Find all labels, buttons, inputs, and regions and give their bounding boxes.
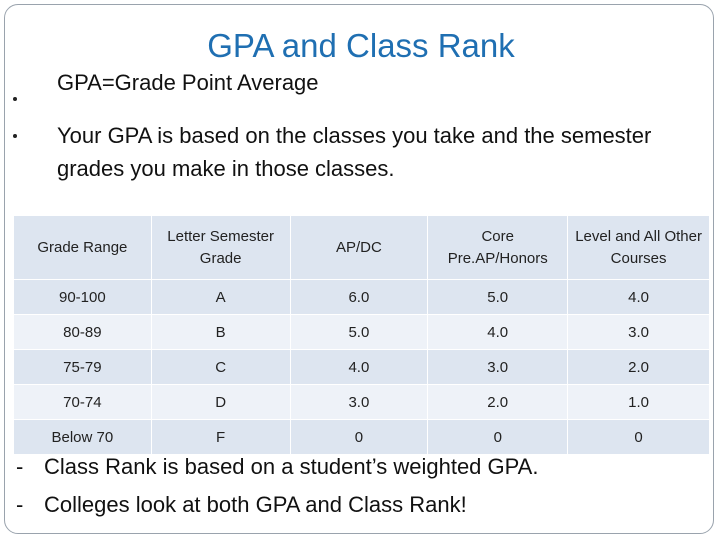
footer-line: - Colleges look at both GPA and Class Ran… — [16, 490, 706, 520]
table-cell: 5.0 — [289, 314, 429, 350]
table-cell: F — [150, 419, 291, 455]
table-header-row: Grade Range Letter Semester Grade AP/DC … — [13, 215, 710, 280]
table-cell: 6.0 — [289, 279, 429, 315]
table-row: Below 70 F 0 0 0 — [13, 419, 710, 455]
header-letter-grade: Letter Semester Grade — [150, 215, 291, 280]
table-cell: 4.0 — [567, 279, 710, 315]
table-cell: Below 70 — [13, 419, 152, 455]
table-cell: C — [150, 349, 291, 385]
header-level-other: Level and All Other Courses — [567, 215, 710, 280]
footer-dash: - — [16, 454, 24, 479]
footer-line: - Class Rank is based on a student’s weig… — [16, 452, 706, 482]
table-cell: 0 — [289, 419, 429, 455]
table-cell: 1.0 — [567, 384, 710, 420]
table-cell: 3.0 — [427, 349, 569, 385]
table-cell: 90-100 — [13, 279, 152, 315]
table-row: 80-89 B 5.0 4.0 3.0 — [13, 314, 710, 350]
table-cell: 5.0 — [427, 279, 569, 315]
table-row: 90-100 A 6.0 5.0 4.0 — [13, 279, 710, 315]
slide-title-text: GPA and Class Rank — [207, 27, 515, 64]
gpa-table: Grade Range Letter Semester Grade AP/DC … — [13, 215, 710, 455]
bullet-text: Your GPA is based on the classes you tak… — [57, 123, 652, 181]
table-cell: 3.0 — [289, 384, 429, 420]
footer-dash: - — [16, 492, 24, 517]
bullet-dot-icon — [13, 97, 17, 101]
footer-text: Colleges look at both GPA and Class Rank… — [44, 492, 467, 517]
table-cell: 4.0 — [427, 314, 569, 350]
table-cell: 2.0 — [427, 384, 569, 420]
bullet-text: GPA=Grade Point Average — [57, 70, 319, 95]
table-cell: 0 — [427, 419, 569, 455]
table-cell: 75-79 — [13, 349, 152, 385]
table-cell: 0 — [567, 419, 710, 455]
table-cell: B — [150, 314, 291, 350]
table-cell: 3.0 — [567, 314, 710, 350]
header-ap-dc: AP/DC — [289, 215, 429, 280]
table-cell: D — [150, 384, 291, 420]
bullet-dot-icon — [13, 134, 17, 138]
header-core-honors: Core Pre.AP/Honors — [427, 215, 569, 280]
slide-frame — [4, 4, 714, 534]
table-row: 75-79 C 4.0 3.0 2.0 — [13, 349, 710, 385]
table-row: 70-74 D 3.0 2.0 1.0 — [13, 384, 710, 420]
header-grade-range: Grade Range — [13, 215, 152, 280]
slide-title: GPA and Class Rank — [0, 26, 720, 66]
table-cell: 2.0 — [567, 349, 710, 385]
table-cell: 4.0 — [289, 349, 429, 385]
table-cell: 80-89 — [13, 314, 152, 350]
table-cell: A — [150, 279, 291, 315]
footer-text: Class Rank is based on a student’s weigh… — [44, 454, 539, 479]
table-cell: 70-74 — [13, 384, 152, 420]
